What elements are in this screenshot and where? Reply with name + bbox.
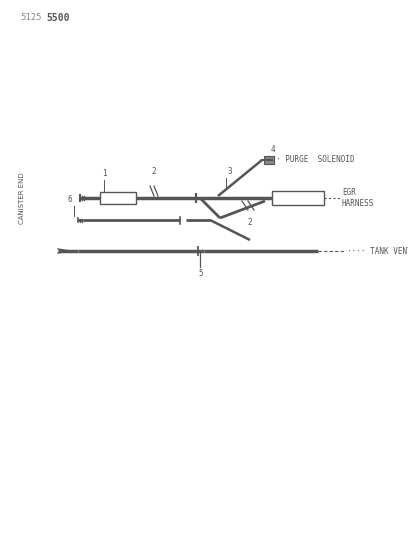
Text: 5125: 5125 xyxy=(20,13,42,22)
Bar xyxy=(272,191,324,205)
Bar xyxy=(264,156,274,164)
Text: 1: 1 xyxy=(102,169,106,178)
Text: 4: 4 xyxy=(271,145,276,154)
Text: EGR
HARNESS: EGR HARNESS xyxy=(342,188,375,208)
Text: CANISTER END: CANISTER END xyxy=(19,172,25,224)
Text: · PURGE  SOLENOID: · PURGE SOLENOID xyxy=(276,156,355,165)
Text: 5: 5 xyxy=(199,269,203,278)
Text: 2: 2 xyxy=(248,218,252,227)
Text: 5500: 5500 xyxy=(46,13,69,23)
Text: 6: 6 xyxy=(68,195,72,204)
Text: 2: 2 xyxy=(152,167,156,176)
Bar xyxy=(100,192,136,204)
Text: 3: 3 xyxy=(228,167,233,176)
Text: ···· TANK VENT: ···· TANK VENT xyxy=(347,246,408,255)
